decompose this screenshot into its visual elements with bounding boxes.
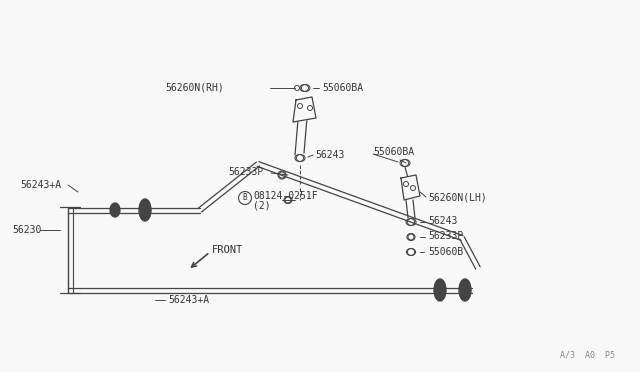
Text: 08124-0251F: 08124-0251F — [253, 191, 317, 201]
Ellipse shape — [462, 284, 468, 296]
Text: 56260N(LH): 56260N(LH) — [428, 192, 487, 202]
Ellipse shape — [459, 279, 471, 301]
Text: 55060BA: 55060BA — [373, 147, 414, 157]
Text: 56243+A: 56243+A — [20, 180, 61, 190]
Text: 56260N(RH): 56260N(RH) — [165, 83, 224, 93]
Ellipse shape — [434, 279, 446, 301]
Text: 55060B: 55060B — [428, 247, 463, 257]
Text: FRONT: FRONT — [212, 245, 243, 255]
Ellipse shape — [142, 204, 148, 216]
Text: 56233P: 56233P — [228, 167, 263, 177]
Text: 56230: 56230 — [12, 225, 42, 235]
Text: 56243+A: 56243+A — [168, 295, 209, 305]
Text: 56243: 56243 — [315, 150, 344, 160]
Text: (2): (2) — [253, 201, 271, 211]
Ellipse shape — [139, 199, 151, 221]
Text: 56233P: 56233P — [428, 231, 463, 241]
Text: A/3  A0  P5: A/3 A0 P5 — [560, 350, 615, 359]
Text: 56243: 56243 — [428, 216, 458, 226]
Text: B: B — [243, 193, 247, 202]
Ellipse shape — [110, 203, 120, 217]
Ellipse shape — [437, 284, 443, 296]
Polygon shape — [293, 97, 316, 122]
Text: 55060BA: 55060BA — [322, 83, 363, 93]
Polygon shape — [401, 175, 420, 200]
